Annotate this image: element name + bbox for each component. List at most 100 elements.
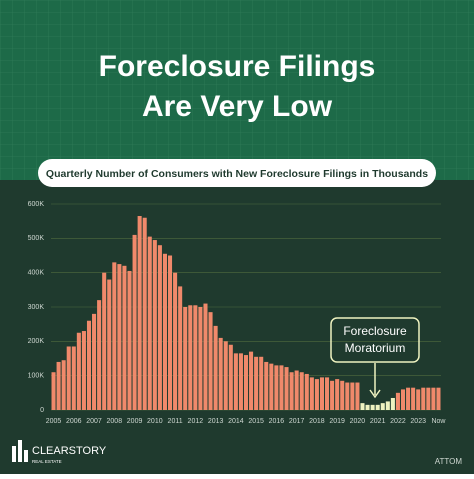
bar [132, 234, 137, 410]
bar [370, 404, 375, 410]
x-tick-label: 2015 [248, 418, 264, 425]
x-tick-label: 2013 [208, 418, 224, 425]
x-tick-label: 2022 [390, 418, 406, 425]
x-tick-label: Now [431, 418, 446, 425]
y-tick-label: 400K [28, 270, 45, 277]
bar [390, 397, 395, 410]
header-grid [0, 0, 474, 180]
x-tick-label: 2019 [329, 418, 345, 425]
bar [249, 351, 254, 410]
bar [173, 272, 178, 410]
bar [436, 387, 441, 410]
bar [107, 279, 112, 410]
bar [86, 320, 92, 410]
bar [188, 305, 193, 410]
bar [274, 365, 279, 410]
logo [12, 440, 28, 462]
y-tick-label: 100K [28, 373, 45, 380]
bar [51, 372, 56, 410]
bar [178, 286, 183, 410]
bar [411, 387, 416, 410]
bar [203, 303, 208, 410]
bar [400, 389, 406, 410]
bar [294, 370, 299, 410]
x-tick-label: 2005 [46, 418, 62, 425]
bar [259, 356, 264, 410]
bar [223, 341, 228, 410]
y-tick-label: 600K [28, 201, 45, 208]
subtitle: Quarterly Number of Consumers with New F… [46, 168, 428, 180]
bar [254, 356, 259, 410]
bar [380, 403, 385, 410]
y-tick-label: 500K [28, 235, 45, 242]
bar [168, 255, 173, 410]
bar [395, 392, 400, 410]
bar [97, 300, 102, 410]
x-tick-label: 2012 [188, 418, 204, 425]
bar [218, 337, 223, 410]
x-tick-label: 2017 [289, 418, 305, 425]
x-tick-label: 2016 [269, 418, 285, 425]
x-tick-label: 2018 [309, 418, 325, 425]
bar [117, 264, 122, 410]
bar [355, 382, 360, 410]
y-tick-label: 300K [28, 304, 45, 311]
bar [299, 372, 304, 410]
x-tick-label: 2006 [66, 418, 82, 425]
bar [335, 379, 340, 410]
bar [325, 377, 330, 410]
bar [71, 346, 76, 410]
bar [243, 355, 249, 410]
bar [147, 236, 152, 410]
bar [365, 404, 370, 410]
bar [426, 387, 431, 410]
annotation: Foreclosure [343, 324, 407, 338]
bar [112, 262, 117, 410]
source: ATTOM [435, 457, 463, 466]
bar [314, 379, 319, 410]
bar [309, 377, 314, 410]
bar [289, 372, 294, 410]
bar [360, 403, 365, 410]
bar [228, 344, 233, 410]
bar [284, 367, 289, 410]
bar [350, 382, 355, 410]
bar [137, 216, 142, 410]
bar [127, 270, 132, 410]
bar [279, 365, 284, 410]
annotation-box [330, 317, 420, 363]
bar [66, 346, 71, 410]
x-tick-label: 2021 [370, 418, 386, 425]
bar [157, 245, 162, 410]
bar [76, 332, 81, 410]
bar [345, 382, 350, 410]
annotation: Moratorium [345, 341, 406, 355]
chart-title: Are Very Low [142, 90, 333, 123]
bar [319, 377, 324, 410]
chart-bg [0, 180, 474, 474]
brand: CLEARSTORY [32, 445, 107, 457]
bar [340, 380, 345, 410]
bar [269, 363, 274, 410]
bar [304, 373, 309, 410]
bar [330, 380, 335, 410]
bar [183, 307, 188, 410]
bar [198, 307, 203, 410]
bar [102, 272, 107, 410]
brand-sub: REAL ESTATE [32, 459, 62, 464]
bar [233, 353, 238, 410]
bar [162, 253, 167, 410]
y-tick-label: 0 [40, 407, 44, 414]
bar [92, 313, 97, 410]
y-tick-label: 200K [28, 338, 45, 345]
bar [385, 401, 390, 410]
bar [406, 387, 411, 410]
bar [81, 331, 86, 410]
annotation-arrowhead [369, 389, 381, 399]
bar [193, 305, 198, 410]
subtitle-pill [38, 159, 436, 187]
x-tick-label: 2014 [228, 418, 244, 425]
bar [61, 360, 66, 410]
x-tick-label: 2007 [86, 418, 102, 425]
bar [431, 387, 436, 410]
